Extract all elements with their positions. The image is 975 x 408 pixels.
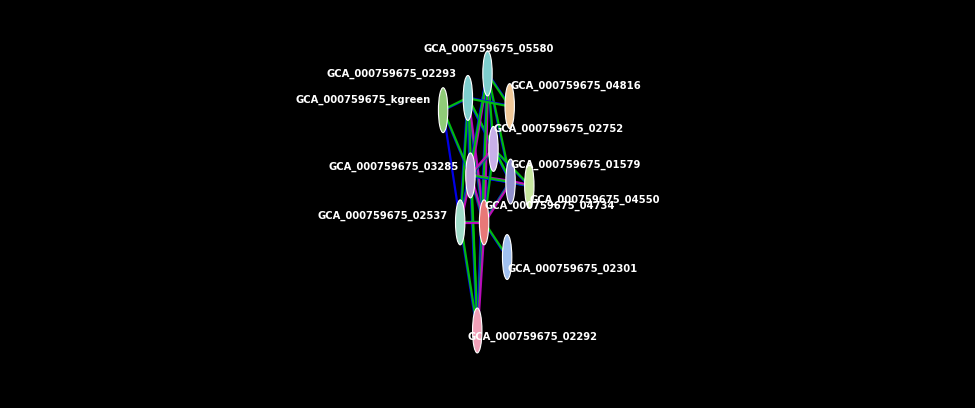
Text: GCA_000759675_03285: GCA_000759675_03285 (329, 162, 458, 173)
Ellipse shape (473, 308, 482, 353)
Text: GCA_000759675_kgreen: GCA_000759675_kgreen (295, 95, 430, 105)
Ellipse shape (506, 159, 515, 204)
Text: GCA_000759675_02537: GCA_000759675_02537 (317, 211, 448, 222)
Text: GCA_000759675_04550: GCA_000759675_04550 (529, 195, 660, 205)
Ellipse shape (488, 126, 498, 171)
Ellipse shape (463, 75, 473, 120)
Ellipse shape (525, 163, 534, 208)
Text: GCA_000759675_02292: GCA_000759675_02292 (468, 331, 598, 342)
Text: GCA_000759675_02752: GCA_000759675_02752 (493, 123, 624, 134)
Text: GCA_000759675_01579: GCA_000759675_01579 (511, 160, 641, 171)
Ellipse shape (439, 88, 448, 133)
Text: GCA_000759675_05580: GCA_000759675_05580 (423, 44, 554, 54)
Text: GCA_000759675_04816: GCA_000759675_04816 (511, 80, 642, 91)
Ellipse shape (505, 84, 515, 129)
Text: GCA_000759675_02301: GCA_000759675_02301 (507, 264, 638, 275)
Ellipse shape (480, 200, 488, 245)
Ellipse shape (466, 153, 475, 198)
Ellipse shape (455, 200, 465, 245)
Ellipse shape (502, 235, 512, 279)
Text: GCA_000759675_02293: GCA_000759675_02293 (327, 68, 456, 79)
Ellipse shape (483, 51, 492, 96)
Text: GCA_000759675_04734: GCA_000759675_04734 (484, 201, 614, 211)
